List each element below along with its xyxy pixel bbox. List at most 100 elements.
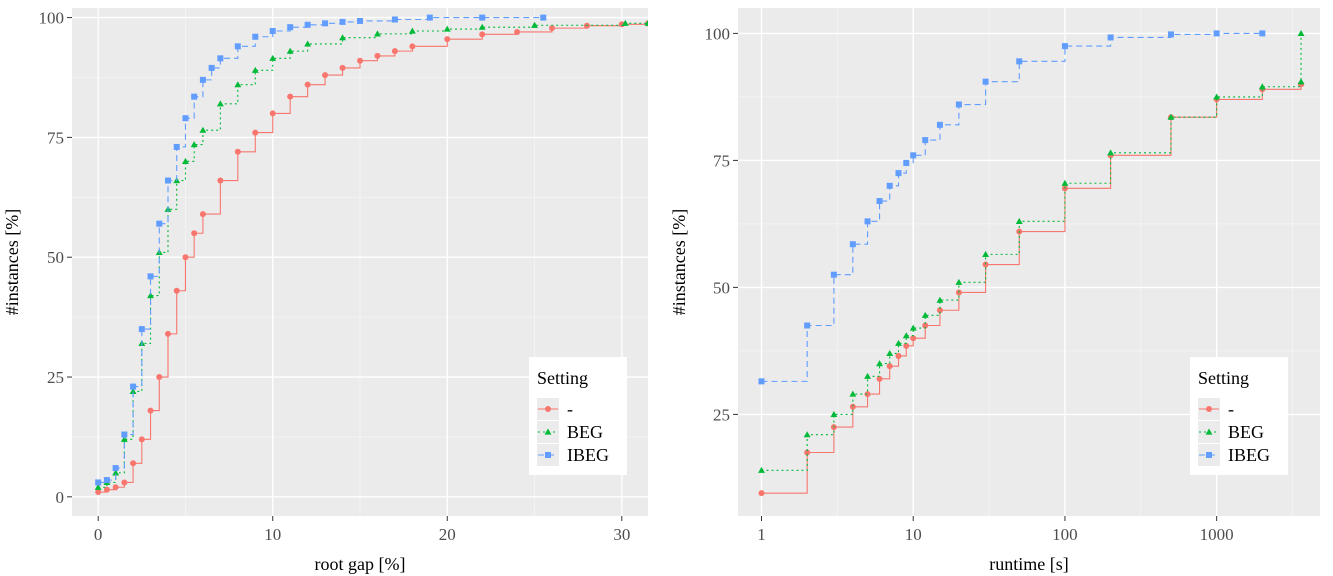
marker-triangle bbox=[1297, 78, 1305, 85]
marker-square bbox=[147, 273, 154, 280]
marker-triangle bbox=[129, 387, 137, 394]
marker-circle bbox=[936, 307, 943, 314]
marker-square bbox=[1213, 30, 1220, 37]
marker-circle bbox=[121, 479, 128, 486]
y-tick-label: 100 bbox=[39, 9, 65, 28]
x-axis-title: runtime [s] bbox=[989, 554, 1068, 574]
series-IBEG bbox=[95, 14, 547, 486]
series-line bbox=[98, 22, 648, 488]
marker-triangle bbox=[1297, 29, 1305, 36]
marker-square bbox=[886, 182, 893, 189]
marker-circle bbox=[545, 406, 551, 412]
y-tick-label: 50 bbox=[713, 278, 730, 297]
marker-triangle bbox=[286, 47, 294, 54]
marker-square bbox=[95, 479, 102, 486]
marker-square bbox=[138, 326, 145, 333]
marker-circle bbox=[156, 374, 163, 381]
marker-triangle bbox=[758, 466, 765, 473]
marker-triangle bbox=[304, 40, 312, 47]
marker-circle bbox=[849, 403, 856, 410]
legend-title: Setting bbox=[537, 368, 588, 388]
x-tick-label: 0 bbox=[94, 525, 103, 544]
marker-triangle bbox=[909, 324, 917, 331]
chart-panel-1: 0 10 20 30 0 25 50 75 100 root gap [%] #instances … bbox=[2, 8, 648, 574]
marker-triangle bbox=[902, 332, 910, 339]
marker-circle bbox=[514, 28, 521, 35]
marker-circle bbox=[804, 449, 811, 456]
marker-triangle bbox=[1213, 93, 1221, 100]
marker-square bbox=[895, 170, 902, 177]
marker-triangle bbox=[886, 349, 894, 357]
marker-circle bbox=[130, 460, 137, 467]
marker-square bbox=[903, 159, 910, 166]
y-tick-label: 75 bbox=[713, 151, 730, 170]
marker-circle bbox=[864, 391, 871, 398]
legend: Setting - BEG IBEG bbox=[1190, 357, 1288, 475]
marker-triangle bbox=[1167, 113, 1175, 120]
marker-square bbox=[830, 271, 837, 278]
marker-triangle bbox=[339, 34, 346, 41]
marker-circle bbox=[95, 489, 102, 496]
marker-circle bbox=[391, 48, 398, 55]
marker-triangle bbox=[1205, 428, 1213, 435]
marker-circle bbox=[479, 31, 486, 38]
marker-square bbox=[304, 21, 311, 28]
marker-square bbox=[922, 137, 929, 144]
marker-square bbox=[540, 14, 547, 21]
marker-triangle bbox=[955, 278, 963, 285]
marker-circle bbox=[269, 110, 276, 117]
marker-triangle bbox=[803, 431, 811, 438]
marker-circle bbox=[339, 64, 346, 71]
marker-square bbox=[112, 465, 119, 472]
x-tick-label: 1 bbox=[757, 525, 766, 544]
series-- bbox=[95, 20, 648, 496]
series-line bbox=[761, 33, 1302, 471]
marker-square bbox=[849, 241, 856, 248]
marker-triangle bbox=[864, 372, 871, 379]
marker-circle bbox=[138, 436, 145, 443]
marker-circle bbox=[982, 261, 989, 268]
y-tick-label: 0 bbox=[56, 488, 65, 507]
marker-triangle bbox=[251, 66, 259, 73]
marker-triangle bbox=[644, 19, 648, 26]
marker-circle bbox=[191, 230, 198, 237]
marker-square bbox=[479, 14, 486, 21]
marker-square bbox=[955, 101, 962, 108]
marker-square bbox=[876, 198, 883, 205]
marker-square bbox=[1016, 58, 1023, 65]
marker-square bbox=[208, 64, 215, 71]
series-BEG bbox=[758, 29, 1305, 473]
marker-circle bbox=[252, 129, 259, 136]
marker-square bbox=[982, 78, 989, 85]
marker-square bbox=[191, 93, 198, 100]
marker-circle bbox=[103, 486, 110, 493]
marker-circle bbox=[304, 81, 311, 88]
marker-circle bbox=[549, 25, 555, 32]
marker-circle bbox=[910, 335, 917, 342]
marker-triangle bbox=[234, 81, 242, 88]
marker-square bbox=[103, 477, 110, 484]
marker-circle bbox=[173, 287, 180, 294]
marker-circle bbox=[234, 148, 241, 155]
marker-circle bbox=[922, 322, 929, 329]
y-tick-label: 75 bbox=[47, 128, 64, 147]
marker-triangle bbox=[147, 292, 154, 299]
marker-square bbox=[1107, 34, 1114, 41]
marker-square bbox=[357, 17, 363, 24]
marker-triangle bbox=[182, 157, 189, 164]
y-tick-label: 50 bbox=[47, 248, 64, 267]
marker-triangle bbox=[190, 141, 198, 148]
x-tick-label: 20 bbox=[439, 525, 456, 544]
marker-circle bbox=[357, 57, 363, 64]
marker-circle bbox=[147, 407, 154, 414]
legend-label: IBEG bbox=[567, 445, 609, 465]
marker-triangle bbox=[1015, 217, 1023, 224]
legend: Setting - BEG IBEG bbox=[529, 357, 627, 475]
marker-triangle bbox=[936, 296, 944, 303]
x-tick-label: 1000 bbox=[1200, 525, 1234, 544]
marker-triangle bbox=[1258, 83, 1266, 90]
marker-square bbox=[910, 152, 917, 159]
marker-triangle bbox=[921, 311, 929, 318]
y-tick-label: 25 bbox=[713, 405, 730, 424]
